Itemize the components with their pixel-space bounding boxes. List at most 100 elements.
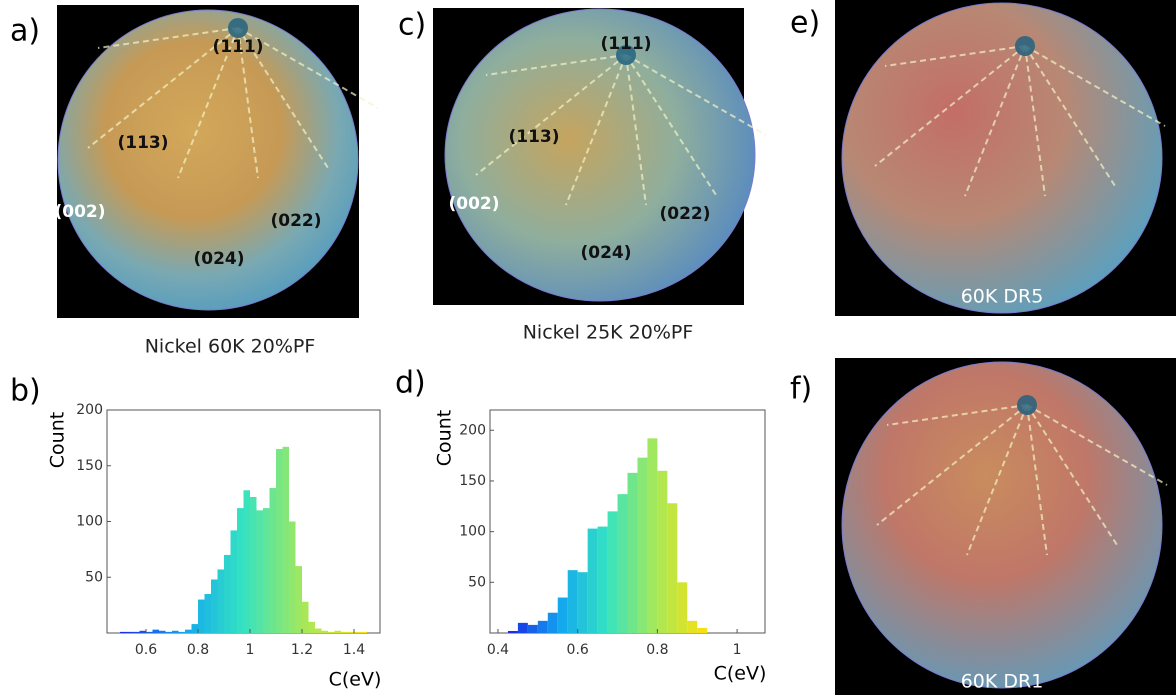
x-tick-label: 0.4 [487,642,509,658]
y-axis-label: Count [434,410,456,466]
kikuchi-band [625,54,647,206]
histogram-bar [276,449,283,633]
histogram-bar [627,472,638,633]
histogram-bar [224,554,231,633]
y-tick-label: 200 [76,402,103,418]
miller-index: (113) [117,133,168,153]
histogram-bar [507,630,518,633]
histogram-bar [687,620,698,633]
kikuchi-band [97,27,239,49]
kikuchi-band [177,27,239,179]
x-axis-label: C(eV) [329,669,382,691]
panel-label: b) [10,374,41,409]
kikuchi-band [1024,45,1046,197]
x-tick-label: 1.4 [343,642,365,658]
x-tick-label: 0.6 [135,642,157,658]
kikuchi-band [475,54,627,176]
panel-caption: 60K DR5 [961,286,1044,308]
histogram-bar [263,508,270,633]
histogram-bar [667,503,678,633]
kikuchi-band [964,45,1026,197]
histogram-bar [557,597,568,633]
histogram-bar [289,521,296,633]
histogram-bar [204,593,211,633]
histogram-bar [587,528,598,633]
panel-label: a) [10,14,40,49]
kikuchi-pattern [57,9,359,311]
y-tick-label: 100 [459,524,486,540]
histogram-bar [230,530,237,633]
y-tick-label: 50 [85,569,103,585]
histogram-bar [211,579,218,633]
pole [228,18,248,38]
kikuchi-band [237,27,379,109]
histogram-bar [341,631,348,633]
x-tick-label: 0.8 [646,642,668,658]
histogram-bar [282,446,289,633]
kikuchi-pattern [841,2,1163,314]
histogram-bar [308,621,315,633]
histogram-bar [302,601,309,633]
x-axis-label: C(eV) [714,663,767,685]
histogram-bar [146,631,153,633]
miller-index: (002) [54,202,105,222]
kikuchi-pattern [841,361,1163,689]
y-tick-label: 50 [468,574,486,590]
pole [616,45,636,65]
histogram-bar [165,631,172,633]
y-tick-label: 150 [76,458,103,474]
miller-index: (022) [270,211,321,231]
histogram-bar [172,630,179,633]
kikuchi-band [886,404,1028,426]
histogram-bar [567,570,578,633]
y-tick-label: 150 [459,473,486,489]
x-tick-label: 1.2 [291,642,313,658]
histogram-bar [360,631,367,633]
histogram-bar [657,470,668,633]
panel-caption: Nickel 60K 20%PF [145,336,316,358]
x-tick-label: 0.8 [187,642,209,658]
histogram-bar [517,622,528,633]
histogram-bar [321,630,328,633]
histogram-bar [139,630,146,633]
histogram-bar [217,569,224,633]
histogram-bar [328,631,335,633]
panel-label: c) [398,8,426,43]
histogram-bar [597,526,608,633]
kikuchi-band [565,54,627,206]
histogram-bar [159,630,166,633]
kikuchi-band [1024,45,1116,187]
y-tick-label: 100 [76,514,103,530]
histogram-bar [295,566,302,633]
histogram-bar [647,438,658,633]
x-tick-label: 0.6 [567,642,589,658]
histogram-bar [637,457,648,633]
histogram-bar [185,629,192,633]
panel-label: e) [790,6,820,41]
miller-index: (111) [212,37,263,57]
histogram-bar [607,511,618,633]
histogram-bar [537,620,548,633]
miller-index: (022) [659,204,710,224]
histogram-bar [198,599,205,633]
histogram-bar [547,612,558,633]
histogram-bar [697,627,708,633]
kikuchi-band [1026,404,1048,556]
miller-index: (002) [448,194,499,214]
pole [1015,36,1035,56]
histogram-bar [152,629,159,633]
panel-label: f) [790,372,812,407]
histogram-bar [577,572,588,633]
kikuchi-pattern [444,8,756,302]
histogram-bar [527,624,538,633]
histogram-bar [126,631,133,633]
x-tick-label: 1 [246,642,255,658]
y-tick-label: 200 [459,422,486,438]
x-tick-label: 1 [733,642,742,658]
histogram-bar [269,488,276,633]
histogram-bar [315,628,322,633]
kikuchi-band [237,27,259,179]
histogram-bar [133,631,140,633]
kikuchi-band [625,54,767,136]
